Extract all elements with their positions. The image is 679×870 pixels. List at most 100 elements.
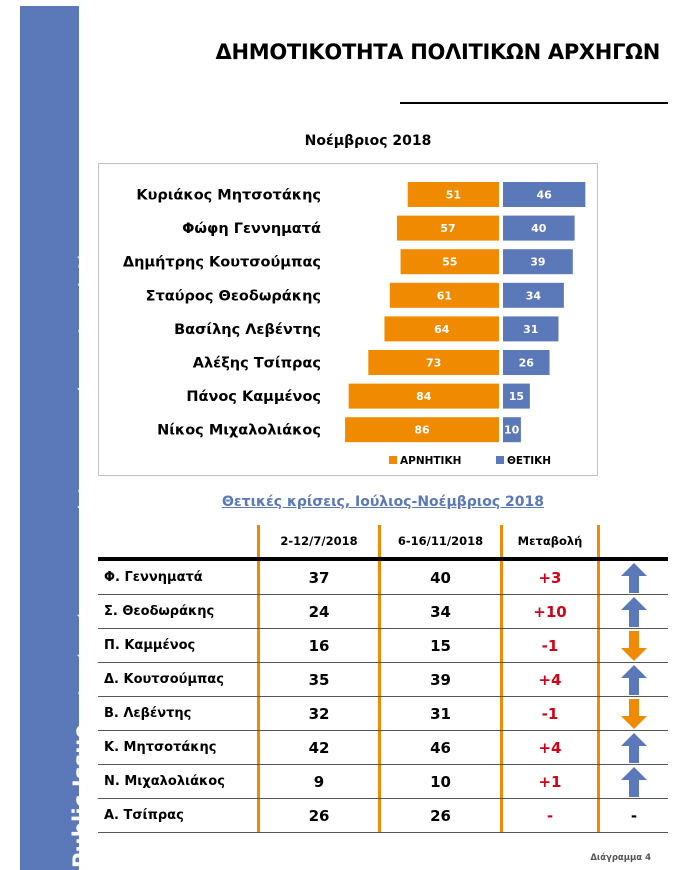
table-header-row: 2-12/7/2018 6-16/11/2018 Μεταβολή (98, 525, 668, 561)
header-cell-july: 2-12/7/2018 (257, 525, 378, 557)
data-label-positive: 40 (531, 222, 547, 235)
row-july-value: 9 (257, 765, 378, 798)
category-label: Φώφη Γεννηματά (182, 221, 321, 237)
row-name: Δ. Κουτσούμπας (104, 672, 224, 687)
row-july-value: 16 (257, 629, 378, 662)
data-label-positive: 15 (509, 390, 524, 403)
category-label: Βασίλης Λεβέντης (174, 322, 321, 338)
page-title: ΔΗΜΟΤΙΚΟΤΗΤΑ ΠΟΛΙΤΙΚΩΝ ΑΡΧΗΓΩΝ (215, 40, 661, 64)
category-label: Σταύρος Θεοδωράκης (146, 288, 321, 304)
arrow-up-shape (621, 596, 647, 627)
bar-negative (384, 316, 499, 342)
bar-negative (348, 383, 499, 409)
row-july-value: 35 (257, 663, 378, 696)
table-row: Β. Λεβέντης 32 31 -1 (98, 697, 668, 731)
popularity-chart: Κυριάκος Μητσοτάκης 51 46 Φώφη Γεννηματά 57 4… (123, 182, 586, 467)
row-change-value: +4 (500, 663, 597, 696)
chart-frame: Κυριάκος Μητσοτάκης 51 46 Φώφη Γεννηματά 57 4… (98, 163, 598, 476)
row-november-value: 31 (378, 697, 500, 730)
table-row: Α. Τσίπρας 26 26- - (98, 799, 668, 833)
category-label: Πάνος Καμμένος (186, 389, 321, 405)
data-label-positive: 26 (519, 357, 535, 370)
bar-positive (503, 215, 575, 241)
data-label-negative: 84 (416, 390, 432, 403)
data-label-positive: 39 (530, 256, 545, 269)
row-july-value: 24 (257, 595, 378, 628)
row-name: Β. Λεβέντης (104, 706, 192, 721)
data-label-negative: 73 (426, 357, 441, 370)
trend-none: - (597, 799, 668, 832)
arrow-up-shape (621, 664, 647, 695)
legend-label-positive: ΘΕΤΙΚΗ (507, 455, 551, 467)
table-row: Φ. Γεννηματά 37 40 +3 (98, 561, 668, 595)
data-label-negative: 57 (440, 222, 455, 235)
header-cell-change: Μεταβολή (500, 525, 597, 557)
bar-positive (503, 182, 586, 207)
table-title: Θετικές κρίσεις, Ιούλιος-Νοέμβριος 2018 (221, 494, 545, 510)
bar-negative (400, 249, 499, 275)
category-label: Κυριάκος Μητσοτάκης (136, 188, 321, 204)
arrow-down-icon (597, 697, 668, 730)
arrow-up-icon (597, 595, 668, 628)
row-november-value: 15 (378, 629, 500, 662)
row-name: Π. Καμμένος (104, 638, 196, 653)
row-change-value: -1 (500, 697, 597, 730)
row-change-value: +1 (500, 765, 597, 798)
row-november-value: 39 (378, 663, 500, 696)
arrow-up-shape (621, 732, 647, 763)
row-july-value: 26 (257, 799, 378, 832)
row-july-value: 42 (257, 731, 378, 764)
sidebar-text: Public Issue Πολιτικό Βαρόμετρο 168, Νοέμ… (69, 214, 93, 868)
positive-ratings-table: 2-12/7/2018 6-16/11/2018 Μεταβολή Φ. Γεν… (98, 525, 668, 833)
row-november-value: 26 (378, 799, 500, 832)
category-label: Νίκος Μιχαλολιάκος (157, 423, 321, 439)
header-cell-name (98, 525, 257, 557)
data-label-negative: 51 (446, 189, 461, 202)
data-label-negative: 61 (437, 289, 452, 302)
bar-positive (503, 417, 521, 443)
legend-label-negative: ΑΡΝΗΤΙΚΗ (400, 455, 461, 467)
data-label-negative: 64 (434, 323, 450, 336)
arrow-up-shape (621, 766, 647, 797)
row-july-value: 37 (257, 561, 378, 594)
category-label: Αλέξης Τσίπρας (193, 356, 321, 372)
row-name: Ν. Μιχαλολιάκος (104, 774, 225, 789)
category-label: Δημήτρης Κουτσούμπας (123, 255, 321, 271)
arrow-up-icon (597, 663, 668, 696)
row-change-value: -1 (500, 629, 597, 662)
arrow-down-shape (621, 630, 647, 661)
diagram-label: Διάγραμμα 4 (590, 853, 651, 863)
row-november-value: 34 (378, 595, 500, 628)
table-row: Κ. Μητσοτάκης 42 46 +4 (98, 731, 668, 765)
data-label-positive: 34 (526, 289, 542, 302)
row-change-value: +4 (500, 731, 597, 764)
data-label-negative: 55 (442, 256, 457, 269)
header-cell-trend (597, 525, 668, 557)
bar-negative (345, 417, 499, 443)
arrow-down-shape (621, 698, 647, 729)
data-label-positive: 31 (523, 323, 538, 336)
header-cell-november: 6-16/11/2018 (378, 525, 500, 557)
table-row: Δ. Κουτσούμπας 35 39 +4 (98, 663, 668, 697)
sidebar-subtitle: Πολιτικό Βαρόμετρο 168, Νοέμβριος 2018. … (76, 213, 91, 715)
bar-positive (503, 282, 564, 308)
bar-positive (503, 249, 573, 275)
table-row: Σ. Θεοδωράκης 24 34 +10 (98, 595, 668, 629)
bar-negative (396, 215, 499, 241)
table-row: Π. Καμμένος 16 15 -1 (98, 629, 668, 663)
bar-negative (407, 182, 499, 207)
row-november-value: 40 (378, 561, 500, 594)
bar-positive (503, 383, 530, 409)
row-name: Σ. Θεοδωράκης (104, 604, 215, 619)
data-label-positive: 10 (504, 424, 520, 437)
arrow-up-shape (621, 562, 647, 593)
table-row: Ν. Μιχαλολιάκος 9 10 +1 (98, 765, 668, 799)
arrow-up-icon (597, 561, 668, 594)
row-change-value: - (500, 799, 597, 832)
sidebar-banner: Public Issue Πολιτικό Βαρόμετρο 168, Νοέμ… (20, 6, 93, 870)
bar-positive (503, 350, 550, 375)
legend-swatch-negative (389, 456, 397, 464)
row-november-value: 10 (378, 765, 500, 798)
title-rule (400, 102, 668, 104)
arrow-up-icon (597, 731, 668, 764)
